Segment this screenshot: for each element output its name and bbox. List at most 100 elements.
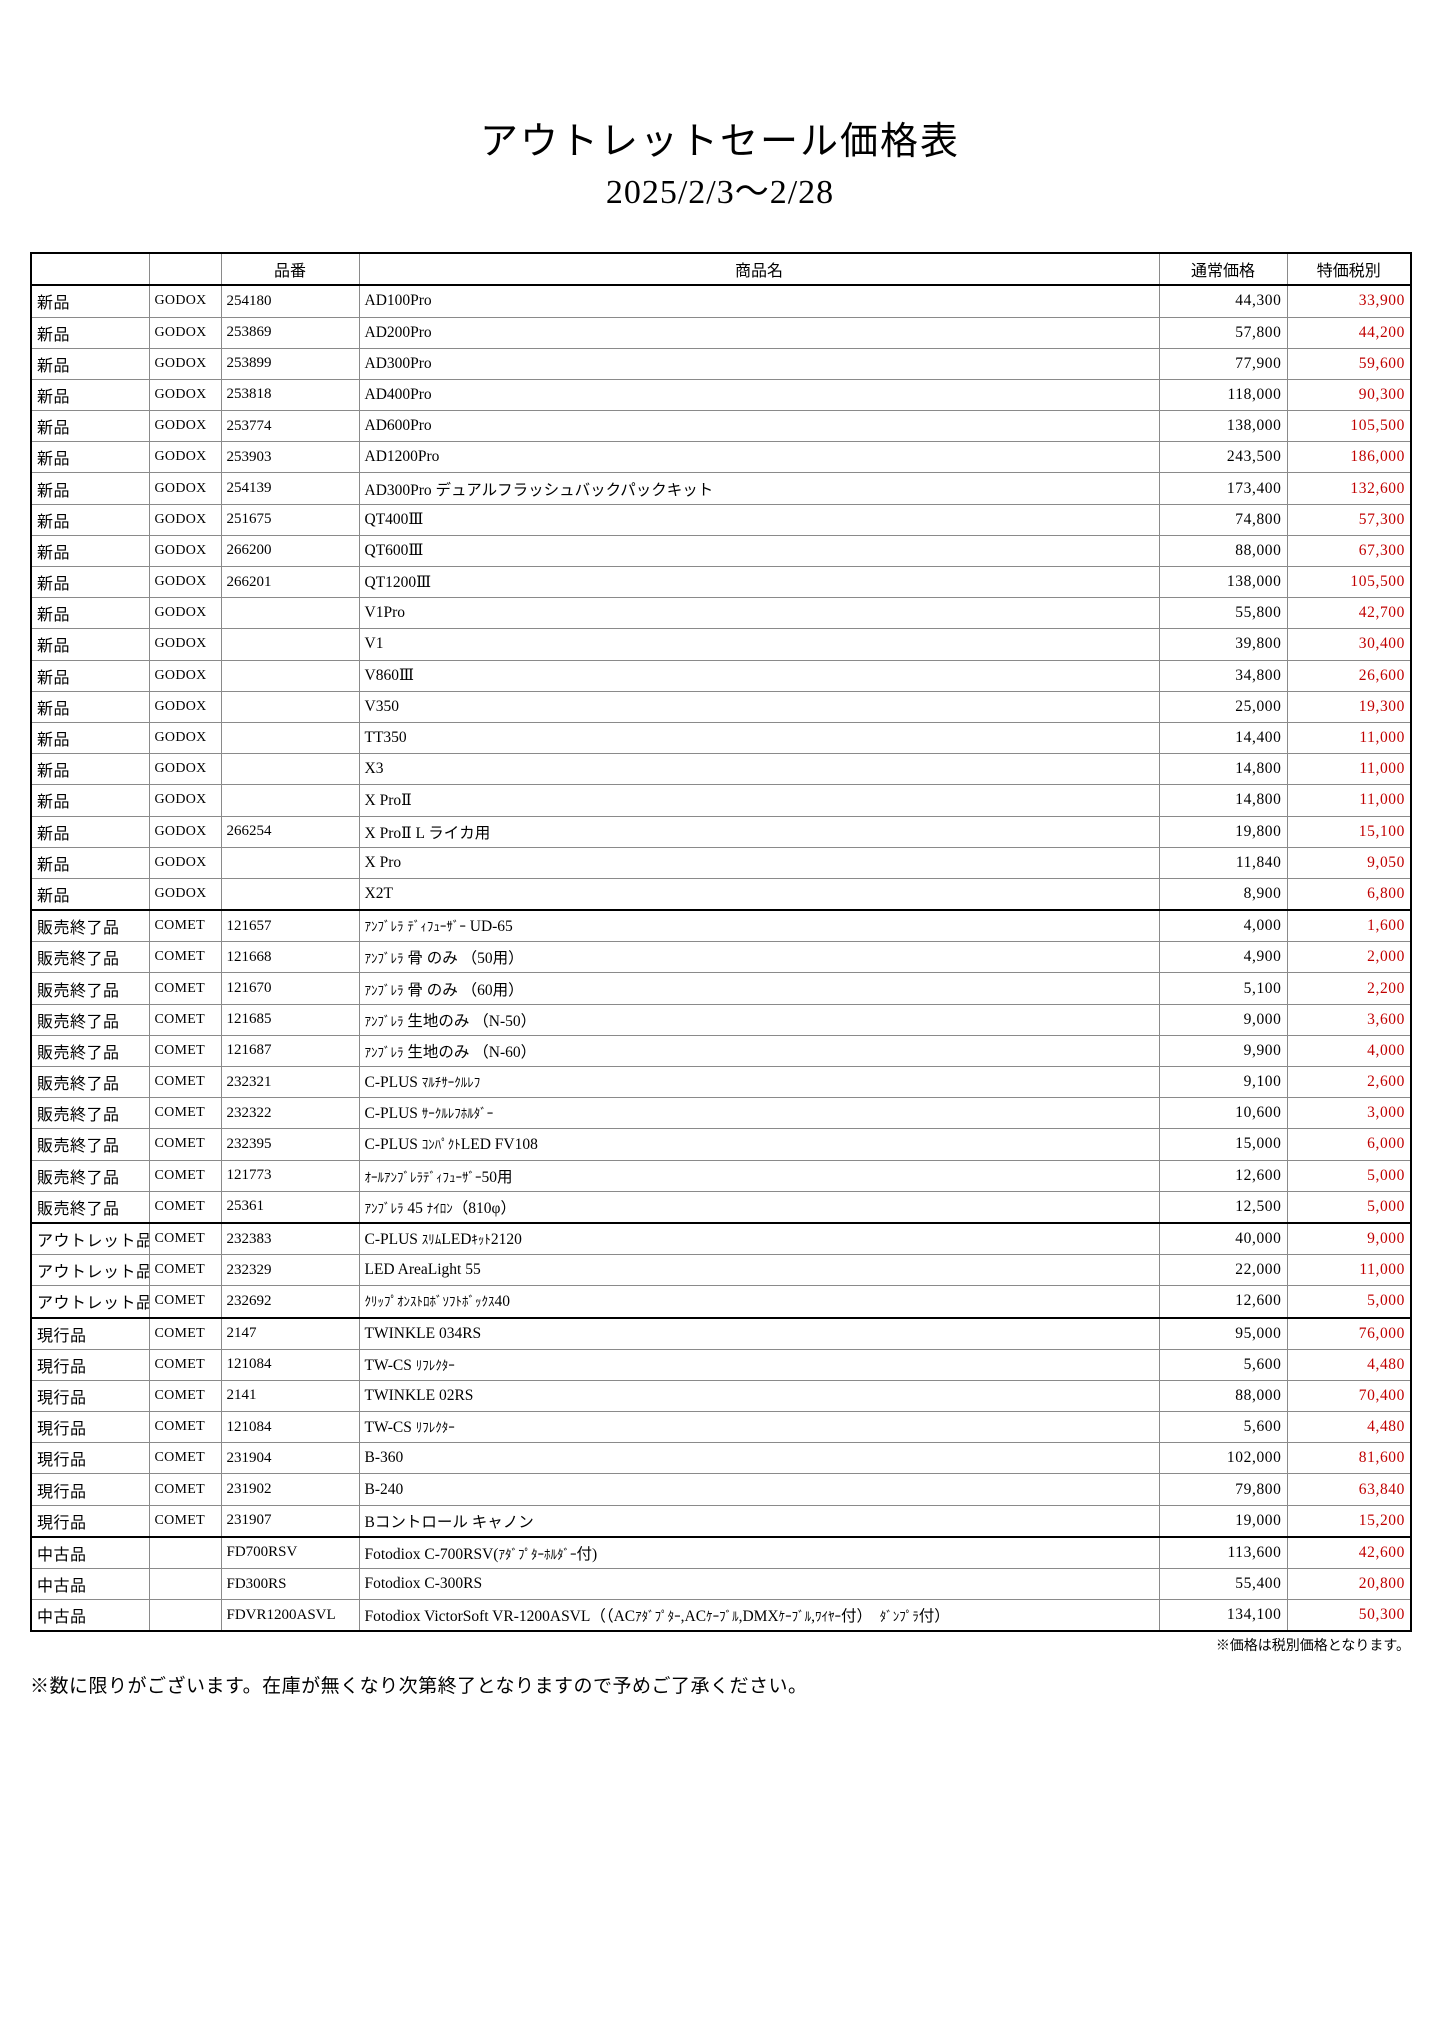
cell-brand: GODOX [148,378,222,412]
cell-brand: GODOX [148,347,222,380]
cell-sale-price: 90,300 [1286,378,1412,412]
table-row: 販売終了品 COMET 121657 ｱﾝﾌﾞﾚﾗ ﾃﾞｨﾌｭｰｻﾞｰ UD-65 4,… [30,909,1412,943]
cell-sale-price: 70,400 [1286,1379,1412,1413]
cell-product-code [220,846,360,879]
cell-normal-price: 19,000 [1158,1504,1288,1538]
cell-condition: 新品 [30,846,150,879]
cell-condition: 新品 [30,316,150,349]
cell-condition: 新品 [30,410,150,443]
cell-condition: アウトレット品 [30,1221,150,1256]
table-row: アウトレット品 COMET 232329 LED AreaLight 55 22,000… [30,1254,1412,1287]
cell-normal-price: 134,100 [1158,1599,1288,1632]
cell-product-name: Fotodiox C-300RS [358,1568,1160,1601]
cell-product-code [220,597,360,630]
cell-brand [148,1599,222,1632]
cell-sale-price: 19,300 [1286,690,1412,723]
cell-condition: 販売終了品 [30,1034,150,1068]
table-row: 現行品 COMET 231902 B-240 79,800 63,840 [30,1473,1412,1506]
cell-brand: COMET [148,1504,222,1538]
cell-normal-price: 9,000 [1158,1003,1288,1036]
cell-product-code: 253774 [220,410,360,443]
cell-brand: COMET [148,1442,222,1475]
table-row: 新品 GODOX 253869 AD200Pro 57,800 44,200 [30,316,1412,349]
table-row: アウトレット品 COMET 232692 ｸﾘｯﾌﾟｵﾝｽﾄﾛﾎﾞｿﾌﾄﾎﾞｯｸｽ40… [30,1285,1412,1319]
cell-brand: COMET [148,1066,222,1099]
cell-sale-price: 5,000 [1286,1159,1412,1192]
cell-sale-price: 132,600 [1286,472,1412,505]
cell-sale-price: 15,200 [1286,1504,1412,1538]
cell-product-code: 232321 [220,1066,360,1099]
cell-product-code: 121657 [220,909,360,943]
cell-product-name: V350 [358,690,1160,723]
column-header-code: 品番 [220,252,360,287]
cell-normal-price: 39,800 [1158,628,1288,661]
cell-product-code [220,784,360,817]
cell-normal-price: 243,500 [1158,441,1288,474]
cell-brand: GODOX [148,316,222,349]
cell-normal-price: 12,500 [1158,1190,1288,1224]
cell-condition: 新品 [30,784,150,817]
cell-product-name: C-PLUS ｻｰｸﾙﾚﾌﾎﾙﾀﾞｰ [358,1097,1160,1130]
cell-condition: 新品 [30,503,150,536]
cell-normal-price: 57,800 [1158,316,1288,349]
cell-condition: 新品 [30,597,150,630]
table-row: 新品 GODOX V1Pro 55,800 42,700 [30,597,1412,630]
column-header-condition [30,252,150,287]
cell-condition: 中古品 [30,1535,150,1570]
cell-product-name: X ProⅡ L ライカ用 [358,815,1160,848]
cell-brand: GODOX [148,628,222,661]
table-row: 新品 GODOX 266254 X ProⅡ L ライカ用 19,800 15,100 [30,815,1412,848]
cell-condition: 現行品 [30,1504,150,1538]
cell-product-code [220,877,360,911]
cell-product-code: FD700RSV [220,1535,360,1570]
cell-sale-price: 42,700 [1286,597,1412,630]
cell-brand: COMET [148,941,222,974]
cell-brand: COMET [148,972,222,1005]
cell-product-name: QT400Ⅲ [358,503,1160,536]
cell-sale-price: 105,500 [1286,566,1412,599]
cell-normal-price: 118,000 [1158,378,1288,412]
cell-product-name: ｸﾘｯﾌﾟｵﾝｽﾄﾛﾎﾞｿﾌﾄﾎﾞｯｸｽ40 [358,1285,1160,1319]
cell-condition: 現行品 [30,1473,150,1506]
table-row: 現行品 COMET 121084 TW-CS ﾘﾌﾚｸﾀｰ 5,600 4,480 [30,1348,1412,1381]
cell-product-code: 254139 [220,472,360,505]
cell-product-name: AD300Pro デュアルフラッシュバックパックキット [358,472,1160,505]
cell-condition: 新品 [30,721,150,755]
cell-product-name: C-PLUS ｺﾝﾊﾟｸﾄLED FV108 [358,1128,1160,1161]
cell-sale-price: 20,800 [1286,1568,1412,1601]
cell-normal-price: 25,000 [1158,690,1288,723]
cell-normal-price: 9,100 [1158,1066,1288,1099]
table-row: 中古品 FD700RSV Fotodiox C-700RSV(ｱﾀﾞﾌﾟﾀｰﾎﾙﾀﾞ… [30,1535,1412,1570]
page-title: アウトレットセール価格表 [479,121,960,163]
cell-sale-price: 2,000 [1286,941,1412,974]
cell-condition: 現行品 [30,1411,150,1444]
cell-sale-price: 4,480 [1286,1411,1412,1444]
cell-sale-price: 59,600 [1286,347,1412,380]
cell-sale-price: 11,000 [1286,753,1412,786]
cell-sale-price: 81,600 [1286,1442,1412,1475]
cell-normal-price: 79,800 [1158,1473,1288,1506]
cell-normal-price: 11,840 [1158,846,1288,879]
cell-product-name: AD600Pro [358,410,1160,443]
cell-sale-price: 50,300 [1286,1599,1412,1632]
cell-condition: 販売終了品 [30,1190,150,1224]
cell-condition: 新品 [30,534,150,568]
cell-condition: アウトレット品 [30,1254,150,1287]
cell-product-name: AD1200Pro [358,441,1160,474]
table-row: 新品 GODOX 251675 QT400Ⅲ 74,800 57,300 [30,503,1412,536]
cell-brand: GODOX [148,410,222,443]
table-row: 新品 GODOX 266201 QT1200Ⅲ 138,000 105,500 [30,566,1412,599]
cell-product-code: 231907 [220,1504,360,1538]
table-row: 現行品 COMET 231907 Bコントロール キャノン 19,000 15,200 [30,1504,1412,1538]
cell-normal-price: 14,800 [1158,753,1288,786]
cell-product-name: ｱﾝﾌﾞﾚﾗ 骨 のみ （50用） [358,941,1160,974]
cell-normal-price: 74,800 [1158,503,1288,536]
cell-normal-price: 12,600 [1158,1159,1288,1192]
table-row: 新品 GODOX V350 25,000 19,300 [30,690,1412,723]
cell-sale-price: 63,840 [1286,1473,1412,1506]
table-header: 品番 商品名 通常価格 特価税別 [30,252,1412,287]
cell-product-name: ｱﾝﾌﾞﾚﾗ 骨 のみ （60用） [358,972,1160,1005]
cell-brand: COMET [148,1348,222,1381]
cell-product-code: 231902 [220,1473,360,1506]
